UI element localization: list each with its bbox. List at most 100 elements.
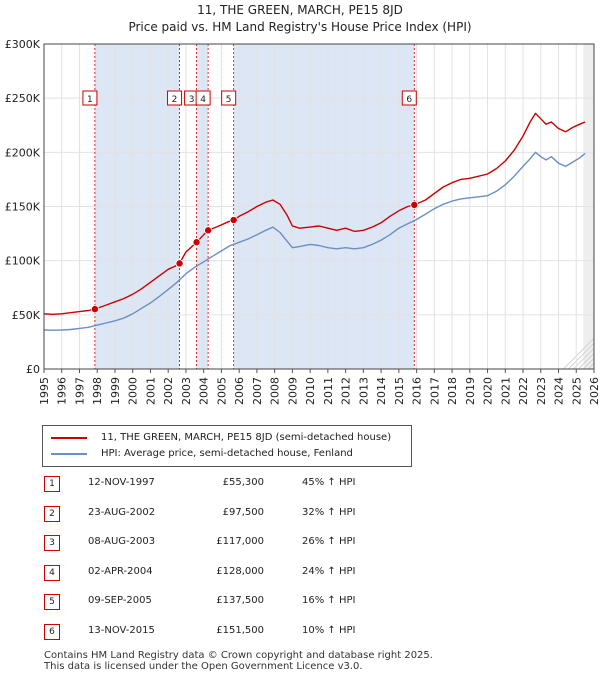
sale-date: 09-SEP-2005 — [88, 595, 152, 607]
y-tick-label: £200K — [5, 146, 41, 159]
x-tick-label: 2020 — [482, 377, 495, 405]
y-tick-label: £50K — [12, 309, 41, 322]
x-tick-label: 2024 — [553, 377, 566, 405]
sale-price: £151,500 — [216, 624, 264, 636]
plot-frame — [43, 43, 595, 370]
x-tick-label: 2010 — [304, 377, 317, 405]
sale-label-box — [82, 90, 98, 106]
sale-label-number: 4 — [200, 95, 206, 105]
x-tick-label: 1996 — [56, 377, 69, 405]
x-tick-label: 2009 — [286, 377, 299, 405]
table-row: 1 12-NOV-1997 £55,300 45% ↑ HPI — [44, 474, 464, 504]
x-tick-label: 2013 — [357, 377, 370, 405]
sale-hpi-change: 24% ↑ HPI — [302, 565, 356, 577]
footer-credits: Contains HM Land Registry data © Crown c… — [44, 650, 433, 672]
sale-price: £128,000 — [216, 565, 264, 577]
legend-label-hpi: HPI: Average price, semi-detached house,… — [101, 448, 353, 459]
sale-date: 02-APR-2004 — [88, 565, 153, 577]
sale-point — [192, 238, 201, 247]
sale-label-number: 2 — [172, 95, 178, 105]
property-price-line — [43, 151, 586, 331]
x-tick-label: 2007 — [251, 377, 264, 405]
sale-point — [90, 305, 99, 314]
x-tick-label: 2005 — [215, 377, 228, 405]
x-tick-label: 2001 — [144, 377, 157, 405]
sale-hpi-change: 32% ↑ HPI — [302, 506, 356, 518]
sale-number: 4 — [44, 564, 60, 581]
x-tick-label: 2015 — [393, 377, 406, 405]
table-row: 6 13-NOV-2015 £151,500 10% ↑ HPI — [44, 622, 464, 652]
y-tick-label: £300K — [5, 38, 41, 51]
sale-hpi-change: 26% ↑ HPI — [302, 536, 356, 548]
legend-label-property: 11, THE GREEN, MARCH, PE15 8JD (semi-det… — [101, 432, 392, 443]
sale-number: 1 — [44, 476, 60, 492]
x-tick-label: 2014 — [375, 377, 388, 405]
sale-hpi-change: 45% ↑ HPI — [302, 477, 356, 488]
x-tick-label: 2016 — [411, 377, 424, 405]
x-tick-label: 2011 — [322, 377, 335, 405]
sale-point — [229, 216, 238, 225]
x-tick-label: 2017 — [428, 377, 441, 405]
sale-point — [204, 226, 213, 235]
x-tick-label: 2025 — [570, 377, 583, 405]
legend: 11, THE GREEN, MARCH, PE15 8JD (semi-det… — [42, 425, 412, 467]
x-tick-label: 2006 — [233, 377, 246, 405]
x-tick-label: 2023 — [535, 377, 548, 405]
sale-date: 23-AUG-2002 — [88, 506, 156, 518]
x-tick-label: 1999 — [109, 377, 122, 405]
table-row: 4 02-APR-2004 £128,000 24% ↑ HPI — [44, 563, 464, 593]
sale-price: £137,500 — [216, 595, 264, 607]
sale-date: 13-NOV-2015 — [88, 624, 155, 636]
footer-line-1: Contains HM Land Registry data © Crown c… — [44, 650, 433, 661]
x-tick-label: 2026 — [588, 377, 600, 405]
y-tick-label: £250K — [5, 92, 41, 105]
sale-number: 2 — [44, 505, 60, 522]
footer-line-2: This data is licensed under the Open Gov… — [44, 661, 363, 672]
table-row: 3 08-AUG-2003 £117,000 26% ↑ HPI — [44, 533, 464, 563]
x-tick-label: 1997 — [73, 377, 86, 405]
sale-price: £117,000 — [216, 536, 264, 548]
sale-label-box — [401, 90, 417, 106]
legend-swatch-hpi — [51, 453, 87, 455]
x-tick-label: 2021 — [499, 377, 512, 405]
x-tick-label: 2008 — [269, 377, 282, 405]
table-row: 5 09-SEP-2005 £137,500 16% ↑ HPI — [44, 592, 464, 622]
x-tick-label: 1998 — [91, 377, 104, 405]
table-row: 2 23-AUG-2002 £97,500 32% ↑ HPI — [44, 504, 464, 534]
y-tick-label: £0 — [26, 363, 40, 376]
y-tick-label: £150K — [5, 201, 41, 214]
sale-date: 08-AUG-2003 — [88, 536, 156, 548]
x-tick-label: 2018 — [446, 377, 459, 405]
hpi-line — [43, 112, 586, 315]
legend-swatch-property — [51, 437, 87, 439]
x-tick-label: 2000 — [127, 377, 140, 405]
sale-number: 6 — [44, 623, 60, 640]
sale-price: £97,500 — [222, 506, 264, 518]
sale-label-box — [195, 90, 211, 106]
sale-point — [175, 259, 184, 268]
chart-subtitle: Price paid vs. HM Land Registry's House … — [128, 20, 471, 34]
y-tick-label: £100K — [5, 255, 41, 268]
x-tick-label: 2004 — [198, 377, 211, 405]
sale-number: 3 — [44, 535, 60, 552]
sale-number: 5 — [44, 594, 60, 611]
sale-point — [410, 200, 419, 209]
sale-hpi-change: 10% ↑ HPI — [302, 624, 356, 636]
chart-title: 11, THE GREEN, MARCH, PE15 8JD — [197, 3, 403, 17]
x-tick-label: 2002 — [162, 377, 175, 405]
sale-label-box — [221, 90, 237, 106]
sales-table: 1 12-NOV-1997 £55,300 45% ↑ HPI 2 23-AUG… — [44, 474, 464, 652]
hatch-mask — [594, 42, 600, 371]
sale-hpi-change: 16% ↑ HPI — [302, 595, 356, 607]
x-tick-label: 2022 — [517, 377, 530, 405]
x-tick-label: 2019 — [464, 377, 477, 405]
x-tick-label: 1995 — [38, 377, 51, 405]
sale-label-number: 6 — [406, 95, 412, 105]
sale-label-number: 3 — [189, 95, 195, 105]
x-tick-label: 2003 — [180, 377, 193, 405]
sale-label-number: 5 — [226, 95, 232, 105]
sale-label-box — [167, 90, 183, 106]
sale-price: £55,300 — [222, 477, 264, 488]
sale-date: 12-NOV-1997 — [88, 477, 155, 488]
sale-label-number: 1 — [87, 95, 93, 105]
